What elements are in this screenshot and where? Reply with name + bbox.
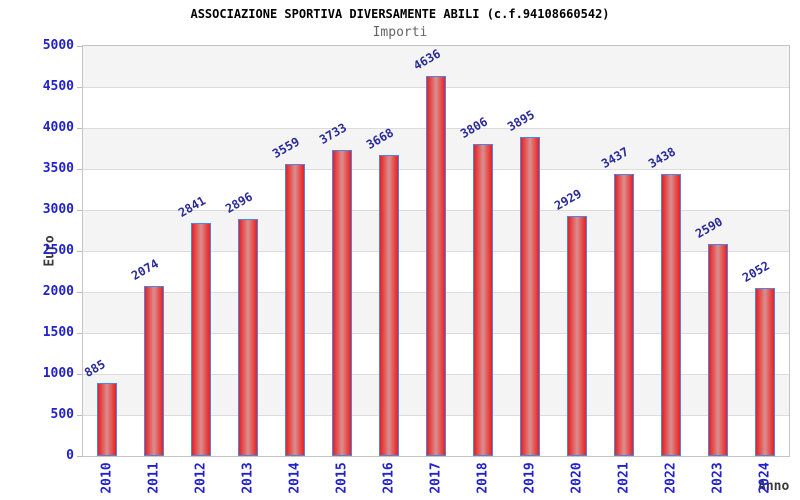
x-tick-label: 2016 [381,462,397,494]
bar-2024 [755,287,776,456]
x-tick-label: 2015 [334,462,350,494]
y-tick-label: 3000 [42,202,74,217]
bar-2021 [614,174,635,456]
y-tick-label: 4000 [42,120,74,135]
y-tick-mark [77,374,82,375]
x-tick-label: 2014 [287,462,303,494]
y-tick-mark [77,169,82,170]
chart-subtitle: Importi [372,25,428,40]
bar-2020 [567,215,588,456]
y-tick-mark [77,456,82,457]
x-tick-label: 2010 [99,462,115,494]
chart-title: ASSOCIAZIONE SPORTIVA DIVERSAMENTE ABILI… [190,7,610,21]
y-tick-label: 2000 [42,284,74,299]
y-tick-label: 0 [66,448,74,463]
bar-2022 [661,174,682,456]
y-tick-label: 5000 [42,38,74,53]
bar-2017 [426,75,446,456]
bar-2016 [378,155,399,456]
y-tick-mark [77,128,82,129]
x-tick-label: 2023 [710,462,726,494]
y-tick-mark [77,333,82,334]
bar-2013 [237,218,258,456]
x-tick-label: 2021 [616,462,632,494]
x-tick-label: 2018 [475,462,491,494]
bar-2012 [190,223,211,456]
bar-2019 [520,136,541,456]
y-tick-label: 4500 [42,79,74,94]
x-axis-title: Anno [758,479,790,494]
x-tick-label: 2011 [146,462,162,494]
x-tick-label: 2019 [522,462,538,494]
y-tick-mark [77,87,82,88]
y-tick-mark [77,46,82,47]
y-tick-mark [77,210,82,211]
y-tick-label: 1500 [42,325,74,340]
y-tick-mark [77,251,82,252]
plot-area [82,45,790,457]
y-tick-mark [77,292,82,293]
y-tick-mark [77,415,82,416]
y-tick-label: 1000 [42,366,74,381]
bar-2023 [708,243,729,456]
x-tick-label: 2017 [428,462,444,494]
bar-2011 [143,285,164,456]
bar-2010 [96,383,117,456]
x-tick-label: 2020 [569,462,585,494]
x-tick-label: 2013 [240,462,256,494]
bar-2014 [284,164,305,456]
y-tick-label: 2500 [42,243,74,258]
x-tick-label: 2012 [193,462,209,494]
y-tick-label: 3500 [42,161,74,176]
bar-2015 [331,149,352,456]
bar-2018 [473,143,494,456]
x-tick-label: 2022 [663,462,679,494]
y-tick-label: 500 [50,407,74,422]
x-tick-label: 2024 [757,462,773,494]
